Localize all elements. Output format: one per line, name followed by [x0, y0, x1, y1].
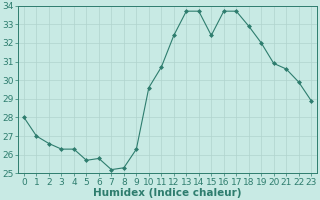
- X-axis label: Humidex (Indice chaleur): Humidex (Indice chaleur): [93, 188, 242, 198]
